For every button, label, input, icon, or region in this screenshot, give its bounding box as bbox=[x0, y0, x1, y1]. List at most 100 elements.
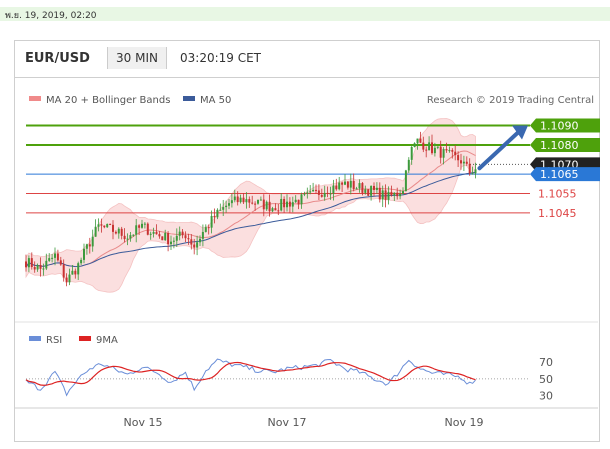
candle-body bbox=[239, 197, 242, 203]
candle-body bbox=[184, 235, 187, 239]
candle-body bbox=[375, 187, 378, 190]
candle-body bbox=[341, 182, 344, 185]
candle-body bbox=[245, 199, 248, 203]
candle-body bbox=[132, 234, 135, 236]
candle-body bbox=[80, 259, 83, 264]
candle-body bbox=[230, 200, 233, 204]
x-tick-label: Nov 17 bbox=[268, 416, 307, 429]
candle-body bbox=[158, 234, 161, 237]
candle-body bbox=[126, 238, 129, 240]
candle-body bbox=[468, 163, 471, 174]
candle-body bbox=[167, 233, 170, 245]
candle-body bbox=[312, 189, 315, 192]
candle-body bbox=[425, 149, 428, 151]
candle-body bbox=[56, 253, 59, 261]
date-banner-text: พ.ย. 19, 2019, 02:20 bbox=[5, 11, 97, 21]
candle-body bbox=[74, 270, 77, 275]
candle-body bbox=[193, 244, 196, 248]
x-tick-label: Nov 15 bbox=[124, 416, 163, 429]
trend-arrow-shaft bbox=[477, 130, 520, 171]
candle-body bbox=[201, 231, 204, 239]
candle-body bbox=[381, 190, 384, 200]
level-label-1.1090: 1.1090 bbox=[540, 120, 579, 133]
candles bbox=[25, 131, 477, 287]
candle-body bbox=[65, 277, 68, 283]
candle-body bbox=[164, 233, 167, 241]
rsi-level-label: 30 bbox=[539, 390, 553, 403]
candle-body bbox=[462, 161, 465, 164]
candle-body bbox=[303, 193, 306, 195]
rsi-line bbox=[25, 358, 476, 397]
candle-body bbox=[460, 160, 462, 164]
ma50-legend-label: MA 50 bbox=[200, 95, 231, 106]
candle-body bbox=[222, 207, 225, 210]
candle-body bbox=[97, 224, 100, 227]
candle-body bbox=[109, 224, 112, 226]
candle-body bbox=[251, 202, 254, 204]
candle-body bbox=[30, 258, 33, 268]
candle-body bbox=[112, 224, 114, 232]
candle-body bbox=[62, 264, 65, 278]
candle-body bbox=[346, 181, 349, 188]
level-tag-1.1090 bbox=[530, 118, 600, 133]
candle-body bbox=[309, 191, 312, 193]
candle-body bbox=[123, 235, 126, 240]
trend-arrow bbox=[477, 125, 528, 171]
candle-body bbox=[27, 258, 30, 268]
candle-body bbox=[274, 208, 277, 211]
candle-body bbox=[33, 267, 36, 270]
candle-body bbox=[233, 196, 236, 201]
candle-body bbox=[396, 192, 399, 197]
candle-body bbox=[404, 170, 407, 192]
rsi-level-label: 50 bbox=[539, 373, 553, 386]
timeframe-selector[interactable]: 30 MIN bbox=[107, 47, 167, 69]
candle-body bbox=[257, 199, 259, 204]
candle-body bbox=[370, 185, 373, 196]
candle-body bbox=[268, 201, 271, 212]
candle-body bbox=[155, 232, 158, 235]
time-label: 03:20:19 CET bbox=[180, 51, 261, 65]
chart-header: EUR/USD 30 MIN 03:20:19 CET bbox=[15, 41, 599, 78]
rsi-pane: 70 50 30 bbox=[25, 356, 553, 403]
candle-body bbox=[77, 263, 80, 275]
candle-body bbox=[254, 203, 257, 205]
candle-body bbox=[36, 264, 39, 270]
candle-body bbox=[286, 201, 288, 208]
candle-body bbox=[71, 270, 74, 275]
candle-body bbox=[457, 155, 460, 161]
candle-body bbox=[210, 215, 213, 228]
candle-body bbox=[367, 189, 370, 196]
candle-body bbox=[297, 199, 300, 205]
candle-body bbox=[431, 142, 433, 154]
candle-body bbox=[387, 191, 390, 200]
rsi-legend-swatch bbox=[29, 336, 41, 341]
level-tag-1.1065 bbox=[530, 167, 600, 182]
ma9-legend-swatch bbox=[79, 336, 91, 341]
ma50-legend-swatch bbox=[183, 96, 195, 101]
candle-body bbox=[410, 146, 413, 160]
candle-body bbox=[454, 151, 457, 156]
credit-label: Research © 2019 Trading Central bbox=[427, 95, 594, 106]
candle-body bbox=[103, 225, 106, 228]
candle-body bbox=[407, 159, 410, 171]
candle-body bbox=[199, 238, 201, 243]
candle-body bbox=[45, 260, 48, 269]
candle-body bbox=[196, 242, 199, 248]
candle-body bbox=[288, 201, 291, 207]
candle-body bbox=[262, 199, 265, 210]
candle-body bbox=[51, 257, 54, 259]
candle-body bbox=[178, 231, 181, 236]
candle-body bbox=[315, 189, 317, 191]
candle-body bbox=[83, 248, 85, 260]
candle-body bbox=[338, 182, 341, 190]
candle-body bbox=[265, 201, 268, 210]
candle-body bbox=[283, 198, 286, 208]
candle-body bbox=[149, 233, 152, 235]
candle-body bbox=[190, 239, 193, 245]
candle-body bbox=[216, 209, 219, 218]
candle-body bbox=[213, 215, 216, 218]
level-lines bbox=[26, 124, 530, 214]
candle-body bbox=[175, 235, 178, 241]
candle-body bbox=[42, 268, 45, 270]
candle-body bbox=[152, 232, 155, 234]
